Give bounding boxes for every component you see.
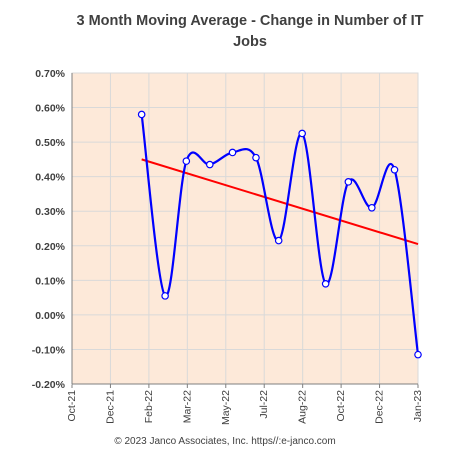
x-tick-label: May-22 bbox=[220, 390, 232, 425]
y-tick-label: 0.10% bbox=[35, 275, 65, 287]
x-tick-label: Jul-22 bbox=[258, 390, 270, 419]
x-tick-label: Dec-21 bbox=[104, 390, 116, 424]
x-tick-label: Jan-23 bbox=[412, 390, 424, 422]
x-tick-label: Dec-22 bbox=[374, 390, 386, 424]
x-tick-label: Mar-22 bbox=[181, 390, 193, 423]
data-point bbox=[298, 129, 306, 138]
y-tick-label: 0.40% bbox=[35, 172, 65, 184]
plot-area bbox=[72, 73, 418, 384]
data-point bbox=[321, 279, 330, 288]
data-point bbox=[137, 110, 146, 119]
chart-title: 3 Month Moving Average - Change in Numbe… bbox=[76, 13, 424, 50]
y-tick-label: 0.00% bbox=[35, 310, 65, 322]
y-tick-label: 0.20% bbox=[35, 241, 65, 253]
x-tick-label: Oct-22 bbox=[335, 390, 347, 422]
y-tick-label: 0.30% bbox=[35, 206, 65, 218]
data-point bbox=[390, 165, 399, 174]
y-tick-label: 0.50% bbox=[35, 137, 65, 149]
x-tick-label: Feb-22 bbox=[143, 390, 155, 423]
data-point bbox=[274, 236, 283, 245]
data-point bbox=[252, 153, 260, 162]
x-tick-label: Oct-21 bbox=[66, 390, 78, 422]
data-point bbox=[414, 350, 422, 359]
y-tick-label: -0.20% bbox=[32, 379, 66, 391]
data-point bbox=[205, 160, 214, 169]
y-tick-label: -0.10% bbox=[32, 344, 66, 356]
y-tick-label: 0.60% bbox=[35, 103, 65, 115]
data-point bbox=[344, 178, 353, 186]
data-point bbox=[161, 292, 169, 300]
trendline bbox=[141, 158, 419, 246]
data-point bbox=[368, 203, 376, 212]
copyright-caption: © 2023 Janco Associates, Inc. https//:e-… bbox=[114, 436, 336, 447]
data-point bbox=[182, 157, 191, 165]
data-point bbox=[228, 148, 237, 157]
y-tick-label: 0.70% bbox=[35, 68, 65, 80]
x-tick-label: Aug-22 bbox=[297, 390, 309, 424]
series-line bbox=[140, 114, 420, 355]
